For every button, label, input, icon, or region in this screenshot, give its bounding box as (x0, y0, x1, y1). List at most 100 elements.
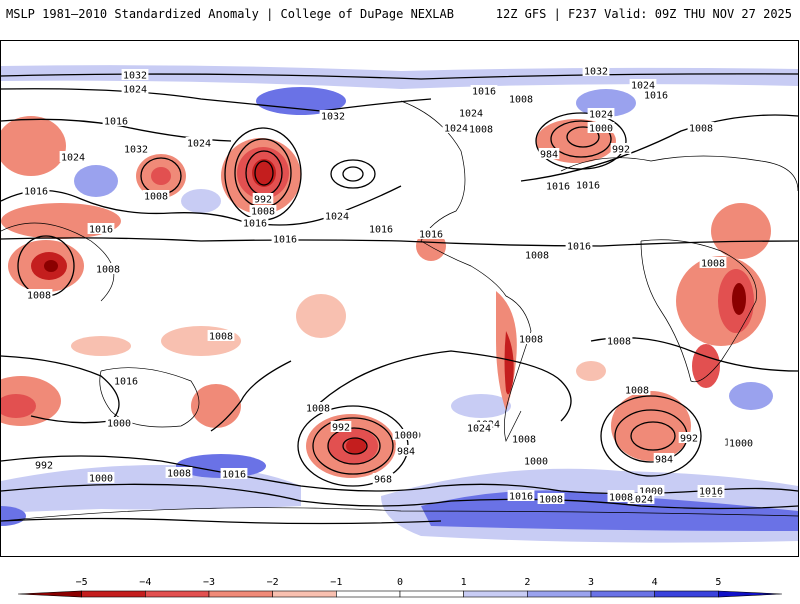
colorbar-swatch (272, 590, 337, 598)
colorbar-tick-label: 4 (652, 577, 658, 588)
isobar-label: 992 (678, 432, 700, 445)
colorbar-swatch (718, 590, 783, 598)
svg-text:1000: 1000 (524, 457, 548, 468)
svg-text:1016: 1016 (509, 492, 533, 503)
svg-text:1008: 1008 (509, 95, 533, 106)
isobar-label: 1016 (642, 89, 670, 102)
colorbar-swatch (463, 590, 528, 598)
isobar-label: 1016 (87, 223, 115, 236)
svg-text:984: 984 (655, 455, 673, 466)
svg-text:1032: 1032 (123, 71, 147, 82)
isobar-label: 984 (538, 148, 560, 161)
isobar-label: 1016 (470, 85, 498, 98)
svg-text:992: 992 (612, 145, 630, 156)
isobar-label: 1008 (517, 333, 545, 346)
svg-text:1024: 1024 (631, 81, 655, 92)
svg-text:984: 984 (540, 150, 558, 161)
isobar-label: 1016 (102, 115, 130, 128)
svg-text:1024: 1024 (629, 495, 653, 506)
isobar-label: 1008 (605, 335, 633, 348)
svg-text:1000: 1000 (589, 124, 613, 135)
svg-text:1008: 1008 (625, 386, 649, 397)
colorbar-swatch (17, 590, 82, 598)
colorbar-tick-label: 1 (461, 577, 467, 588)
isobar-label: 1024 (185, 137, 213, 150)
svg-text:1008: 1008 (701, 259, 725, 270)
svg-text:992: 992 (35, 461, 53, 472)
svg-text:1024: 1024 (459, 109, 483, 120)
svg-text:1008: 1008 (689, 124, 713, 135)
svg-text:1008: 1008 (27, 291, 51, 302)
isobar-label: 1008 (25, 289, 53, 302)
svg-text:1008: 1008 (251, 207, 275, 218)
isobar-label: 992 (252, 193, 274, 206)
isobar-label: 1016 (241, 217, 269, 230)
svg-text:1024: 1024 (187, 139, 211, 150)
svg-text:1016: 1016 (273, 235, 297, 246)
colorbar-swatches (17, 590, 783, 598)
svg-text:1016: 1016 (644, 91, 668, 102)
svg-text:1016: 1016 (699, 487, 723, 498)
svg-text:984: 984 (397, 447, 415, 458)
isobar-label: 1016 (220, 468, 248, 481)
isobar-label: 1032 (122, 143, 150, 156)
svg-text:992: 992 (332, 423, 350, 434)
svg-text:1016: 1016 (576, 181, 600, 192)
svg-text:1000: 1000 (729, 439, 753, 450)
svg-text:992: 992 (254, 195, 272, 206)
isobar-label: 1008 (304, 402, 332, 415)
colorbar-tick-label: −4 (139, 577, 151, 588)
svg-text:1008: 1008 (469, 125, 493, 136)
isobar-label: 1008 (699, 257, 727, 270)
svg-text:1008: 1008 (144, 192, 168, 203)
svg-text:1008: 1008 (609, 493, 633, 504)
svg-text:1000: 1000 (639, 487, 663, 498)
colorbar-tick-label: −3 (203, 577, 215, 588)
svg-text:1024: 1024 (61, 153, 85, 164)
svg-text:1032: 1032 (124, 145, 148, 156)
isobar-label: 1032 (319, 110, 347, 123)
isobar-label: 1024 (59, 151, 87, 164)
isobar-label: 1008 (142, 190, 170, 203)
colorbar-tick-label: 0 (397, 577, 403, 588)
isobar-label: 1008 (687, 122, 715, 135)
isobar-label: 1008 (623, 384, 651, 397)
coastlines (1, 100, 798, 522)
isobar-label: 1008 (523, 249, 551, 262)
svg-text:1016: 1016 (24, 187, 48, 198)
isobar-label: 1016 (565, 240, 593, 253)
svg-text:1032: 1032 (321, 112, 345, 123)
svg-text:1024: 1024 (467, 424, 491, 435)
svg-text:1016: 1016 (243, 219, 267, 230)
isobar-label: 984 (653, 453, 675, 466)
isobar-label: 1000 (105, 417, 133, 430)
svg-text:1000: 1000 (107, 419, 131, 430)
svg-text:968: 968 (374, 475, 392, 486)
svg-text:1024: 1024 (325, 212, 349, 223)
isobar-label: 1024 (465, 422, 493, 435)
colorbar-tick-label: 5 (715, 577, 721, 588)
isobar-label: 1016 (367, 223, 395, 236)
isobar-label: 1008 (607, 491, 635, 504)
isobar-label: 1008 (249, 205, 277, 218)
isobar-label: 1016 (271, 233, 299, 246)
isobar-label: 1000 (392, 429, 420, 442)
colorbar-svg: −5 −4 −3 −2 −1 0 1 2 3 4 5 (17, 577, 783, 598)
svg-text:1024: 1024 (123, 85, 147, 96)
colorbar-swatch (399, 590, 464, 598)
svg-text:1000: 1000 (89, 474, 113, 485)
svg-text:1008: 1008 (512, 435, 536, 446)
svg-text:1016: 1016 (222, 470, 246, 481)
isobar-label: 1008 (94, 263, 122, 276)
colorbar-swatch (208, 590, 273, 598)
isobar-label: 1024 (629, 79, 657, 92)
isobar-label: 992 (33, 459, 55, 472)
isobar-label: 1016 (417, 228, 445, 241)
svg-text:1024: 1024 (444, 124, 468, 135)
colorbar-swatch (81, 590, 146, 598)
isobar-label: 1024 (442, 122, 470, 135)
isobar-label: 1016 (544, 180, 572, 193)
colorbar-tick-labels: −5 −4 −3 −2 −1 0 1 2 3 4 5 (76, 577, 722, 588)
svg-text:1016: 1016 (472, 87, 496, 98)
